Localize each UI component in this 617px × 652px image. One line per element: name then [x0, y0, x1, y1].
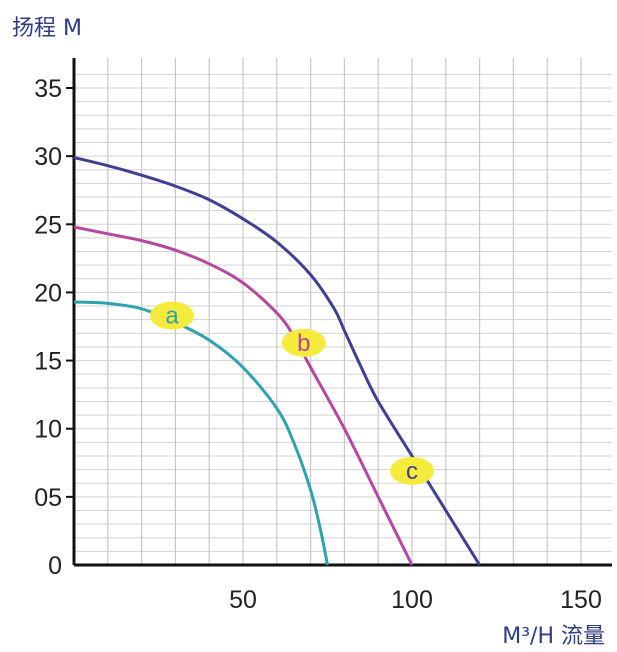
series-label-badge-c	[390, 456, 434, 485]
y-tick-label: 15	[34, 348, 62, 376]
y-tick-label: 30	[34, 143, 62, 171]
y-tick-label: 05	[34, 484, 62, 512]
y-tick-label: 35	[34, 75, 62, 103]
y-tick-label: 10	[34, 416, 62, 444]
series-line-b	[73, 225, 414, 566]
x-tick-label: 50	[229, 586, 257, 614]
y-tick-label: 25	[34, 211, 62, 239]
series-line-a	[73, 300, 329, 566]
x-tick-label: 100	[391, 586, 433, 614]
y-tick-label: 0	[48, 552, 62, 580]
series-line-c	[73, 156, 481, 566]
series-label-c: c	[406, 458, 418, 485]
series-label-badge-a	[150, 301, 195, 330]
x-axis-title: M³/H 流量	[502, 624, 605, 649]
series-label-badge-b	[281, 328, 326, 357]
x-tick-label: 150	[560, 586, 602, 614]
y-axis-title: 扬程 M	[12, 16, 82, 41]
y-tick-label: 20	[34, 279, 62, 307]
series-label-b: b	[297, 330, 310, 357]
series-label-a: a	[165, 303, 179, 330]
